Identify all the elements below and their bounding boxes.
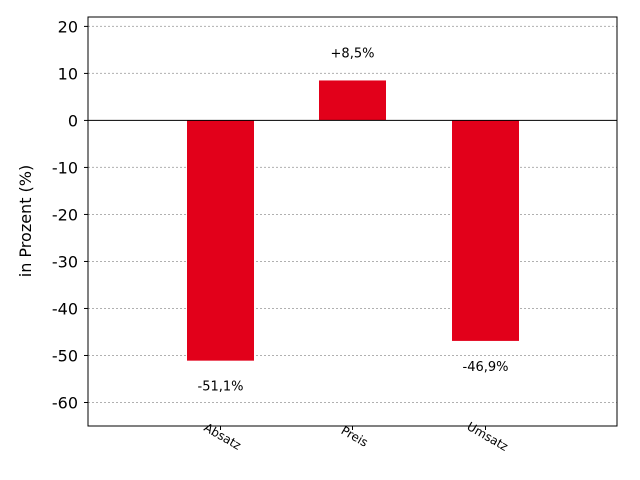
y-axis-title: in Prozent (%) bbox=[16, 165, 35, 277]
y-tick-label: -30 bbox=[52, 252, 78, 271]
y-tick-label: 10 bbox=[58, 64, 78, 83]
bar-umsatz bbox=[452, 120, 519, 341]
data-label: -46,9% bbox=[463, 360, 509, 375]
x-tick-label: Preis bbox=[339, 423, 371, 449]
x-tick-label: Absatz bbox=[201, 420, 243, 452]
x-axis: Absatz Preis Umsatz bbox=[201, 419, 510, 454]
y-axis: 20 10 0 -10 -20 -30 -40 -50 -60 bbox=[52, 17, 88, 412]
y-tick-label: 0 bbox=[68, 111, 78, 130]
y-tick-label: -40 bbox=[52, 299, 78, 318]
bar-preis bbox=[319, 80, 386, 121]
bars bbox=[187, 80, 519, 361]
data-label: -51,1% bbox=[198, 380, 244, 395]
y-tick-label: -50 bbox=[52, 346, 78, 365]
data-label: +8,5% bbox=[331, 46, 375, 61]
y-tick-label: 20 bbox=[58, 17, 78, 36]
bar-absatz bbox=[187, 120, 254, 361]
y-tick-label: -60 bbox=[52, 393, 78, 412]
y-tick-label: -10 bbox=[52, 158, 78, 177]
plot-frame bbox=[87, 16, 618, 427]
x-tick-label: Umsatz bbox=[464, 419, 510, 454]
grid-lines bbox=[88, 25, 617, 403]
data-labels: -51,1% +8,5% -46,9% bbox=[198, 46, 509, 394]
y-tick-label: -20 bbox=[52, 205, 78, 224]
